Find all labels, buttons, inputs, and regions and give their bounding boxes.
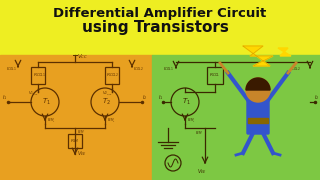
Text: $V_{EE}$: $V_{EE}$ <box>197 168 207 176</box>
Text: $V_{CC}$: $V_{CC}$ <box>77 53 88 61</box>
FancyBboxPatch shape <box>247 97 269 134</box>
Bar <box>68 134 82 148</box>
Text: $R_{COL1}$: $R_{COL1}$ <box>33 71 45 79</box>
Text: $I_{EM_1}$: $I_{EM_1}$ <box>47 117 56 125</box>
Text: $T_1$: $T_1$ <box>181 97 190 107</box>
Text: $V_{1_{OUT}}$: $V_{1_{OUT}}$ <box>28 90 39 98</box>
Text: Differential Amplifier Circuit: Differential Amplifier Circuit <box>53 6 267 19</box>
Bar <box>31 67 45 84</box>
Text: using Transistors: using Transistors <box>82 19 228 35</box>
Polygon shape <box>243 46 273 66</box>
Polygon shape <box>278 48 291 56</box>
Text: $I_{EM}$: $I_{EM}$ <box>77 128 84 136</box>
Bar <box>152 55 320 180</box>
Text: $I_{COL1}$: $I_{COL1}$ <box>163 65 174 73</box>
Text: $I_{EM_2}$: $I_{EM_2}$ <box>107 117 116 125</box>
Text: $R_{COL}$: $R_{COL}$ <box>209 71 220 79</box>
Text: $I_{COL2}$: $I_{COL2}$ <box>290 65 301 73</box>
Bar <box>0 55 152 180</box>
Text: $I_1$: $I_1$ <box>158 93 164 102</box>
Bar <box>207 67 223 84</box>
Text: $I_{COL1}$: $I_{COL1}$ <box>6 65 17 73</box>
Text: $I_2$: $I_2$ <box>314 93 320 102</box>
Text: $R_{EM}$: $R_{EM}$ <box>70 137 80 145</box>
Text: $R_{COL2}$: $R_{COL2}$ <box>106 71 119 79</box>
Text: $V_{EE}$: $V_{EE}$ <box>77 150 87 158</box>
Text: $I_{COL2}$: $I_{COL2}$ <box>133 65 144 73</box>
Text: $I_{EM}$: $I_{EM}$ <box>195 129 203 137</box>
Text: $V_{2_{OUT}}$: $V_{2_{OUT}}$ <box>102 90 113 98</box>
Bar <box>248 118 268 123</box>
Text: $I_{EM_1}$: $I_{EM_1}$ <box>187 117 196 125</box>
Text: $T_2$: $T_2$ <box>101 97 110 107</box>
Bar <box>105 67 119 84</box>
Wedge shape <box>246 78 270 90</box>
Text: $T_1$: $T_1$ <box>42 97 51 107</box>
Text: $I_2$: $I_2$ <box>142 93 148 102</box>
Bar <box>0 0 320 55</box>
Text: $I_1$: $I_1$ <box>2 93 8 102</box>
Circle shape <box>246 78 270 102</box>
